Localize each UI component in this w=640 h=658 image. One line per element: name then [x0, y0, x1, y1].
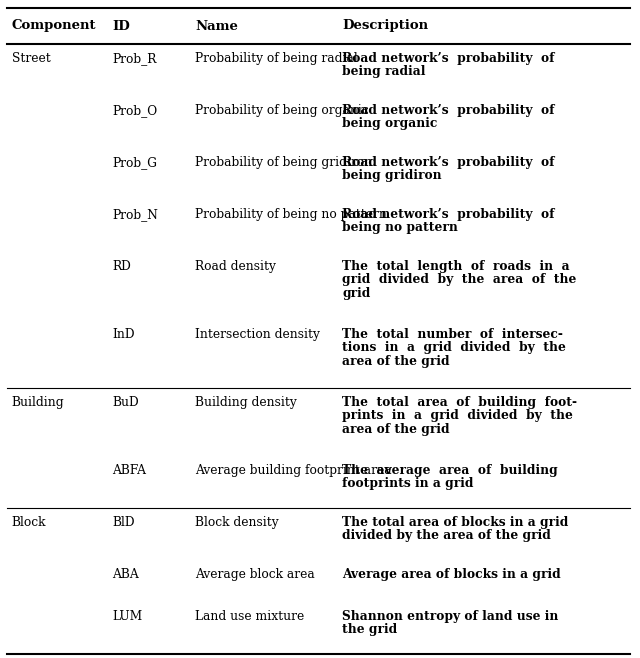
Text: divided by the area of the grid: divided by the area of the grid: [342, 530, 551, 542]
Text: The  total  length  of  roads  in  a: The total length of roads in a: [342, 260, 570, 273]
Text: Probability of being radial: Probability of being radial: [195, 52, 358, 65]
Text: being no pattern: being no pattern: [342, 222, 458, 234]
Text: Probability of being no pattern: Probability of being no pattern: [195, 208, 387, 221]
Text: InD: InD: [112, 328, 134, 341]
Text: the grid: the grid: [342, 624, 397, 636]
Text: Component: Component: [12, 20, 96, 32]
Text: Street: Street: [12, 52, 51, 65]
Text: Probability of being gridiron: Probability of being gridiron: [195, 156, 372, 169]
Text: BuD: BuD: [112, 396, 139, 409]
Text: Land use mixture: Land use mixture: [195, 610, 305, 623]
Text: area of the grid: area of the grid: [342, 355, 450, 368]
Text: grid: grid: [342, 287, 371, 300]
Text: prints  in  a  grid  divided  by  the: prints in a grid divided by the: [342, 409, 573, 422]
Text: Road network’s  probability  of: Road network’s probability of: [342, 104, 555, 117]
Text: BlD: BlD: [112, 516, 134, 529]
Text: The  total  area  of  building  foot-: The total area of building foot-: [342, 396, 577, 409]
Text: ABA: ABA: [112, 568, 139, 581]
Text: footprints in a grid: footprints in a grid: [342, 478, 474, 490]
Text: Description: Description: [342, 20, 429, 32]
Text: The  average  area  of  building: The average area of building: [342, 464, 558, 477]
Text: tions  in  a  grid  divided  by  the: tions in a grid divided by the: [342, 342, 566, 355]
Text: Block: Block: [12, 516, 46, 529]
Text: Prob_G: Prob_G: [112, 156, 157, 169]
Text: Building: Building: [12, 396, 64, 409]
Text: Name: Name: [195, 20, 238, 32]
Text: Block density: Block density: [195, 516, 279, 529]
Text: Road network’s  probability  of: Road network’s probability of: [342, 52, 555, 65]
Text: The  total  number  of  intersec-: The total number of intersec-: [342, 328, 563, 341]
Text: Average block area: Average block area: [195, 568, 315, 581]
Text: Road network’s  probability  of: Road network’s probability of: [342, 156, 555, 169]
Text: The total area of blocks in a grid: The total area of blocks in a grid: [342, 516, 569, 529]
Text: Prob_O: Prob_O: [112, 104, 157, 117]
Text: Road network’s  probability  of: Road network’s probability of: [342, 208, 555, 221]
Text: Prob_R: Prob_R: [112, 52, 156, 65]
Text: grid  divided  by  the  area  of  the: grid divided by the area of the: [342, 274, 577, 286]
Text: Probability of being organic: Probability of being organic: [195, 104, 369, 117]
Text: area of the grid: area of the grid: [342, 423, 450, 436]
Text: Shannon entropy of land use in: Shannon entropy of land use in: [342, 610, 559, 623]
Text: being organic: being organic: [342, 118, 438, 130]
Text: Average area of blocks in a grid: Average area of blocks in a grid: [342, 568, 561, 581]
Text: Intersection density: Intersection density: [195, 328, 320, 341]
Text: Average building footprint area: Average building footprint area: [195, 464, 392, 477]
Text: Road density: Road density: [195, 260, 276, 273]
Text: being gridiron: being gridiron: [342, 170, 442, 182]
Text: RD: RD: [112, 260, 131, 273]
Text: LUM: LUM: [112, 610, 142, 623]
Text: Prob_N: Prob_N: [112, 208, 158, 221]
Text: ABFA: ABFA: [112, 464, 146, 477]
Text: being radial: being radial: [342, 66, 426, 78]
Text: ID: ID: [112, 20, 130, 32]
Text: Building density: Building density: [195, 396, 297, 409]
